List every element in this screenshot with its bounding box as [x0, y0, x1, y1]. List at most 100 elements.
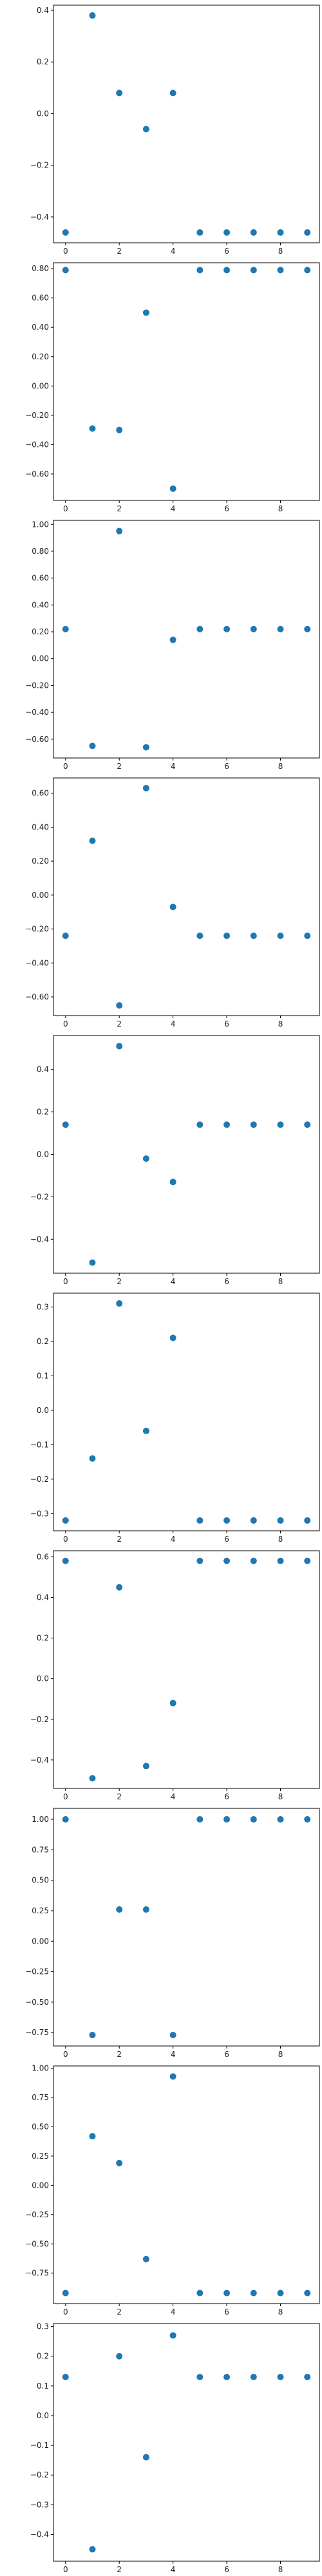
y-tick-label: 1.00	[32, 1815, 49, 1824]
x-tick-label: 2	[117, 247, 122, 256]
chart-panel-7: 0 2 4 6 8 −0.4 −0.2 0.0 0.2 0.4 0.6	[30, 1550, 320, 1801]
data-point	[304, 625, 311, 632]
data-point	[89, 425, 96, 432]
data-point	[250, 933, 257, 940]
data-point	[89, 1775, 96, 1782]
data-point	[142, 1155, 149, 1162]
y-tick-label: 0.6	[37, 1552, 49, 1561]
data-point	[250, 229, 257, 236]
data-point	[89, 2133, 96, 2140]
data-point	[169, 2332, 176, 2339]
x-tick-label: 6	[224, 1535, 229, 1544]
data-point	[196, 933, 204, 940]
data-point	[169, 1700, 176, 1707]
y-tick-label: −0.1	[30, 1440, 49, 1449]
x-tick-label: 8	[278, 2050, 283, 2059]
data-point	[142, 126, 149, 133]
data-point	[62, 1121, 69, 1128]
y-tick-label: 0.80	[32, 264, 49, 273]
x-tick-label: 0	[63, 247, 68, 256]
data-point	[62, 2374, 69, 2381]
y-tick-label: −0.40	[25, 708, 49, 717]
data-point	[304, 2374, 311, 2381]
y-tick-label: 0.0	[37, 1406, 49, 1415]
y-tick-label: 0.20	[32, 352, 49, 361]
data-point	[304, 1557, 311, 1564]
x-tick-label: 2	[117, 2050, 122, 2059]
data-point	[142, 1763, 149, 1770]
data-point	[223, 1557, 231, 1564]
data-point	[250, 625, 257, 632]
data-point	[250, 1121, 257, 1128]
y-tick-label: −0.2	[30, 1715, 49, 1724]
y-tick-label: 0.2	[37, 1337, 49, 1346]
data-point	[304, 1517, 311, 1524]
plot-area	[53, 1293, 320, 1531]
x-tick-label: 8	[278, 504, 283, 513]
data-point	[196, 2289, 204, 2297]
data-point	[277, 1517, 284, 1524]
data-point	[250, 1517, 257, 1524]
data-point	[116, 1584, 123, 1591]
y-tick-label: −0.3	[30, 2500, 49, 2509]
y-tick-label: 0.50	[32, 1876, 49, 1885]
x-tick-label: 4	[171, 1019, 176, 1028]
y-tick-label: 0.50	[32, 2123, 49, 2132]
data-point	[169, 1334, 176, 1341]
y-tick-label: −0.75	[25, 2028, 49, 2037]
x-tick-label: 2	[117, 1277, 122, 1286]
data-point	[250, 1816, 257, 1823]
y-tick-label: 0.1	[37, 2382, 49, 2391]
y-tick-label: −0.25	[25, 2210, 49, 2219]
data-point	[169, 90, 176, 97]
x-tick-label: 0	[63, 1019, 68, 1028]
data-point	[62, 933, 69, 940]
data-point	[196, 1121, 204, 1128]
y-tick-label: 0.0	[37, 2411, 49, 2420]
x-tick-label: 4	[171, 247, 176, 256]
data-point	[196, 625, 204, 632]
data-point	[223, 1816, 231, 1823]
plot-area	[53, 2323, 320, 2562]
y-tick-label: 0.4	[37, 6, 49, 15]
x-tick-label: 6	[224, 2307, 229, 2316]
y-tick-label: 0.20	[32, 857, 49, 866]
y-tick-label: −0.40	[25, 958, 49, 967]
y-tick-label: 0.40	[32, 323, 49, 332]
data-point	[116, 1002, 123, 1009]
y-tick-label: 0.2	[37, 2352, 49, 2361]
data-point	[89, 743, 96, 750]
data-point	[62, 1517, 69, 1524]
y-tick-label: −0.20	[25, 681, 49, 690]
x-tick-label: 2	[117, 504, 122, 513]
data-point	[116, 527, 123, 535]
y-tick-label: 0.00	[32, 654, 49, 663]
y-tick-label: 0.2	[37, 1108, 49, 1117]
x-tick-label: 2	[117, 1019, 122, 1028]
plot-area	[53, 520, 320, 759]
x-tick-label: 0	[63, 1277, 68, 1286]
data-point	[62, 1557, 69, 1564]
y-tick-label: −0.20	[25, 411, 49, 420]
data-point	[169, 485, 176, 492]
data-point	[116, 426, 123, 433]
chart-panel-2: 0 2 4 6 8 −0.60 −0.40 −0.20 0.00 0.20 0.40 0.60 0.80	[25, 262, 320, 513]
data-point	[142, 2454, 149, 2461]
y-tick-label: −0.25	[25, 1967, 49, 1976]
y-tick-label: −0.60	[25, 735, 49, 744]
y-tick-label: 0.00	[32, 1937, 49, 1946]
x-tick-label: 2	[117, 1535, 122, 1544]
data-point	[277, 2374, 284, 2381]
y-tick-label: 0.60	[32, 574, 49, 583]
y-tick-label: −0.2	[30, 1475, 49, 1484]
data-point	[62, 625, 69, 632]
chart-panel-4: 0 2 4 6 8 −0.60 −0.40 −0.20 0.00 0.20 0.40 0.60	[25, 777, 320, 1028]
data-point	[89, 2031, 96, 2038]
data-point	[223, 625, 231, 632]
x-tick-label: 0	[63, 1792, 68, 1801]
y-tick-label: −0.60	[25, 992, 49, 1001]
x-tick-label: 0	[63, 762, 68, 771]
data-point	[169, 2031, 176, 2038]
data-point	[223, 1121, 231, 1128]
data-point	[277, 1557, 284, 1564]
